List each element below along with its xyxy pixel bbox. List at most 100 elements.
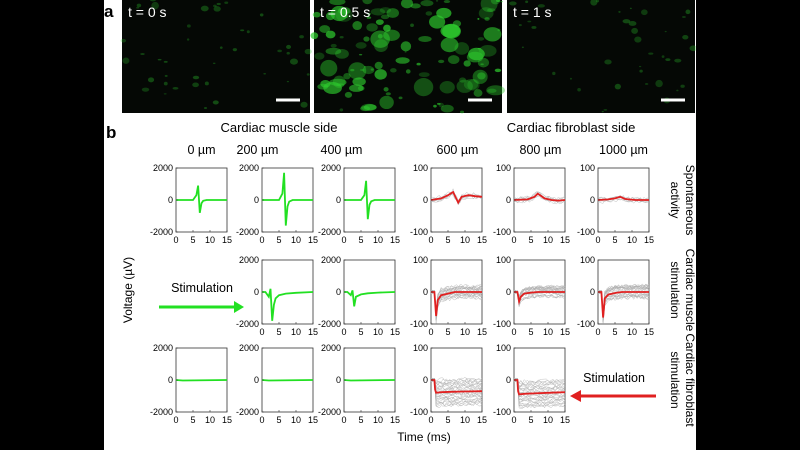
cell-fluorescence-blob	[122, 57, 130, 64]
cell-fluorescence-blob	[383, 24, 391, 32]
group-title-muscle: Cardiac muscle side	[220, 120, 337, 135]
gray-trace	[513, 377, 566, 390]
cell-fluorescence-blob	[405, 69, 411, 74]
cell-fluorescence-blob	[163, 93, 167, 95]
gray-trace	[430, 378, 483, 407]
x-tick-label: 10	[373, 235, 383, 245]
x-tick-label: 15	[222, 235, 232, 245]
cell-fluorescence-blob	[312, 11, 321, 18]
x-tick-label: 0	[428, 327, 433, 337]
cell-fluorescence-blob	[343, 72, 351, 80]
cell-fluorescence-blob	[440, 104, 454, 113]
cell-fluorescence-blob	[435, 0, 439, 2]
gray-trace	[430, 379, 483, 407]
cell-fluorescence-blob	[300, 101, 308, 108]
cell-fluorescence-blob	[204, 81, 209, 86]
y-tick-label: 0	[506, 195, 511, 205]
cell-fluorescence-blob	[363, 36, 370, 42]
y-tick-label: 2000	[321, 343, 341, 353]
x-tick-label: 15	[560, 327, 570, 337]
y-tick-label: -100	[493, 227, 511, 237]
cell-fluorescence-blob	[192, 75, 200, 80]
row-title-line: Spontaneous	[683, 165, 696, 236]
cell-fluorescence-blob	[352, 77, 366, 86]
column-title: 600 µm	[437, 143, 479, 157]
cell-fluorescence-blob	[433, 104, 437, 108]
cell-fluorescence-blob	[379, 7, 392, 14]
cell-fluorescence-blob	[440, 24, 461, 38]
cell-fluorescence-blob	[330, 43, 337, 48]
gray-trace	[513, 380, 566, 406]
x-tick-label: 0	[511, 415, 516, 425]
cell-fluorescence-blob	[163, 81, 168, 86]
y-tick-label: -2000	[236, 319, 259, 329]
figure-panel: a t = 0 s t = 0.5 s t = 1 s b Cardiac muscle …	[104, 0, 696, 450]
cell-fluorescence-blob	[644, 83, 649, 85]
cell-fluorescence-blob	[375, 19, 384, 25]
gray-trace	[597, 291, 650, 324]
cell-fluorescence-blob	[480, 63, 484, 66]
cell-fluorescence-blob	[478, 7, 494, 20]
cell-fluorescence-blob	[436, 7, 452, 19]
gray-trace	[430, 286, 483, 314]
gray-trace	[430, 377, 483, 399]
cell-fluorescence-blob	[443, 0, 451, 4]
y-tick-label: 0	[336, 195, 341, 205]
cell-fluorescence-blob	[320, 59, 338, 77]
x-tick-label: 10	[460, 415, 470, 425]
cell-fluorescence-blob	[480, 0, 498, 13]
cell-fluorescence-blob	[487, 88, 497, 93]
cell-fluorescence-blob	[682, 34, 689, 40]
y-tick-label: 0	[506, 375, 511, 385]
row-title-line: Cardiac fibroblast	[683, 333, 696, 427]
cell-fluorescence-blob	[531, 26, 537, 29]
cell-fluorescence-blob	[664, 30, 667, 33]
gray-trace	[513, 284, 566, 298]
y-tick-label: 0	[506, 287, 511, 297]
cell-fluorescence-blob	[420, 0, 434, 7]
x-tick-label: 10	[373, 327, 383, 337]
cell-fluorescence-blob	[367, 12, 372, 16]
x-tick-label: 5	[276, 235, 281, 245]
gray-trace	[430, 378, 483, 390]
x-tick-label: 0	[341, 327, 346, 337]
cell-fluorescence-blob	[299, 35, 304, 39]
x-tick-label: 0	[173, 415, 178, 425]
mean-trace	[514, 291, 565, 306]
cell-fluorescence-blob	[259, 13, 264, 17]
y-tick-label: -2000	[318, 407, 341, 417]
x-tick-label: 5	[528, 327, 533, 337]
y-tick-label: 100	[496, 343, 511, 353]
cell-fluorescence-blob	[429, 15, 446, 29]
cell-fluorescence-blob	[136, 3, 142, 8]
mean-trace	[431, 379, 483, 394]
y-tick-label: -2000	[236, 407, 259, 417]
cell-fluorescence-blob	[447, 55, 460, 64]
x-tick-label: 10	[373, 415, 383, 425]
cell-fluorescence-blob	[348, 62, 367, 80]
gray-trace	[430, 378, 483, 400]
cell-fluorescence-blob	[631, 27, 639, 34]
cell-fluorescence-blob	[676, 89, 679, 92]
frame-background	[122, 0, 310, 113]
gray-trace	[513, 289, 566, 304]
x-tick-label: 5	[190, 415, 195, 425]
cell-fluorescence-blob	[473, 89, 483, 97]
cell-fluorescence-blob	[674, 58, 682, 63]
cell-fluorescence-blob	[622, 19, 631, 24]
stimulation-label-fibroblast: Stimulation	[583, 371, 645, 385]
frame-time-label: t = 1 s	[513, 4, 552, 20]
cell-fluorescence-blob	[525, 0, 529, 4]
x-tick-label: 0	[511, 327, 516, 337]
x-tick-label: 0	[428, 415, 433, 425]
mean-trace	[343, 379, 396, 382]
cell-fluorescence-blob	[379, 95, 394, 110]
cell-fluorescence-blob	[634, 36, 642, 43]
stimulation-label-muscle: Stimulation	[171, 281, 233, 295]
x-tick-label: 10	[627, 235, 637, 245]
cell-fluorescence-blob	[186, 24, 191, 28]
cell-fluorescence-blob	[484, 17, 490, 21]
